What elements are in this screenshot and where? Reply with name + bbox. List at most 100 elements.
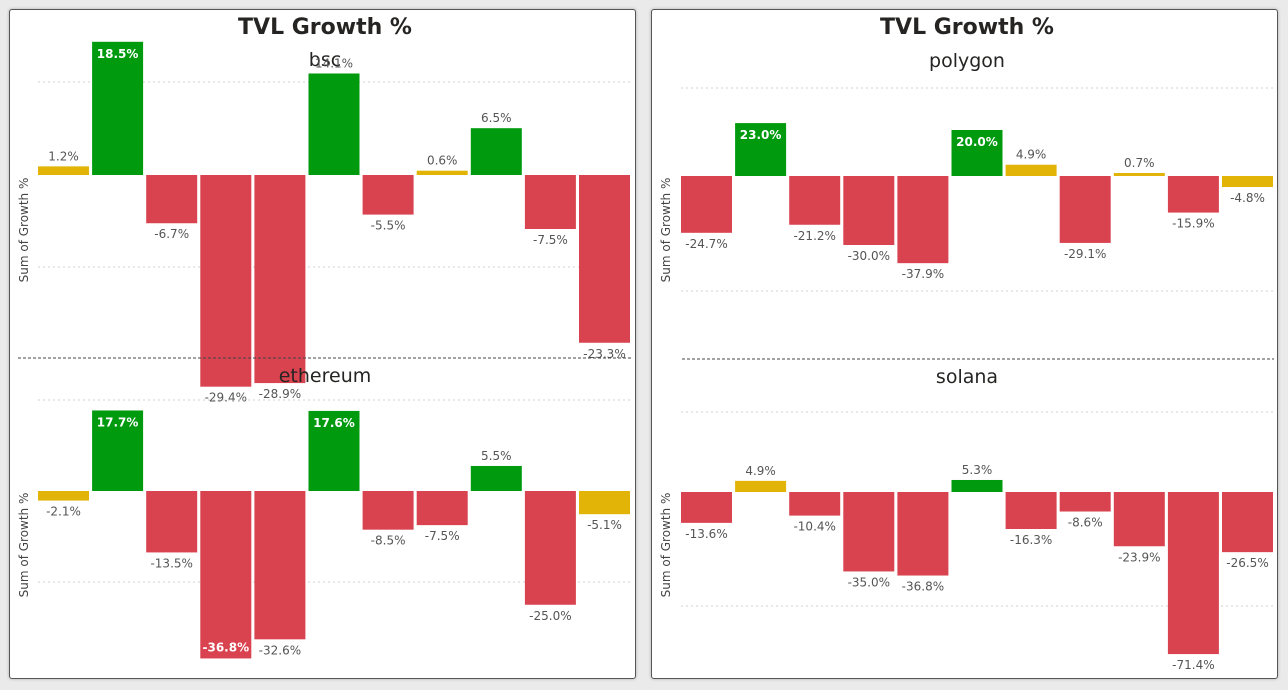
data-label: -15.9%: [1172, 217, 1214, 231]
data-label: -24.7%: [685, 237, 727, 251]
bar[interactable]: [897, 176, 949, 264]
bar[interactable]: [681, 176, 732, 233]
bar[interactable]: [1005, 164, 1057, 176]
bar[interactable]: [470, 128, 522, 175]
chart-panel-left: TVL Growth % bsc Sum of Growth % 1.2% 18.5%…: [9, 9, 636, 679]
data-label: 17.7%: [97, 415, 139, 429]
bar[interactable]: [254, 175, 306, 384]
bar[interactable]: [579, 491, 630, 515]
bar[interactable]: [38, 166, 89, 175]
data-label: -6.7%: [154, 227, 189, 241]
bar[interactable]: [92, 410, 144, 491]
bar[interactable]: [681, 492, 732, 523]
bar[interactable]: [579, 175, 630, 343]
data-label: 1.2%: [48, 149, 79, 163]
y-axis-label: Sum of Growth %: [17, 178, 31, 283]
data-label: -5.1%: [587, 518, 622, 532]
bar[interactable]: [92, 41, 144, 175]
y-axis-label: Sum of Growth %: [659, 178, 673, 283]
chart-title: TVL Growth %: [238, 15, 412, 40]
bar[interactable]: [1005, 492, 1057, 530]
bar[interactable]: [200, 175, 252, 387]
bar[interactable]: [1113, 173, 1165, 176]
data-label: -29.4%: [205, 391, 247, 405]
data-label: -13.6%: [685, 527, 727, 541]
data-label: 23.0%: [740, 128, 782, 142]
bar[interactable]: [1167, 176, 1219, 213]
data-label: -25.0%: [529, 609, 571, 623]
data-label: -5.5%: [371, 219, 406, 233]
data-label: 4.9%: [745, 464, 776, 478]
data-label: 6.5%: [481, 111, 512, 125]
bar[interactable]: [951, 130, 1003, 176]
bar[interactable]: [146, 175, 198, 224]
bar[interactable]: [897, 492, 949, 576]
bar[interactable]: [789, 176, 841, 225]
data-label: 20.0%: [956, 135, 998, 149]
bar[interactable]: [951, 479, 1003, 492]
data-label: 17.6%: [313, 416, 355, 430]
data-label: -23.3%: [583, 347, 625, 361]
data-label: -13.5%: [150, 556, 192, 570]
bar[interactable]: [200, 491, 252, 659]
bar[interactable]: [362, 491, 414, 530]
data-label: -37.9%: [902, 267, 944, 281]
bar[interactable]: [416, 170, 468, 175]
bar[interactable]: [1113, 492, 1165, 547]
data-label: -32.6%: [259, 643, 301, 657]
chart-bsc: bsc Sum of Growth % 1.2% 18.5% -6.7% -29.4% -2…: [17, 41, 634, 405]
chart-title: TVL Growth %: [880, 15, 1054, 40]
bar[interactable]: [254, 491, 306, 640]
chart-subtitle: ethereum: [279, 365, 372, 387]
chart-solana: solana Sum of Growth % -13.6% 4.9% -10.4% -35…: [659, 366, 1277, 672]
bar[interactable]: [843, 176, 895, 245]
data-label: -21.2%: [793, 229, 835, 243]
data-label: -8.5%: [371, 534, 406, 548]
data-label: -26.5%: [1226, 556, 1268, 570]
chart-subtitle: bsc: [309, 49, 341, 71]
bar[interactable]: [843, 492, 895, 572]
chart-ethereum: ethereum Sum of Growth % -2.1% 17.7% -13.5% -…: [17, 365, 634, 659]
bar[interactable]: [362, 175, 414, 215]
data-label: -7.5%: [425, 529, 460, 543]
bar[interactable]: [1059, 492, 1111, 512]
data-label: -29.1%: [1064, 247, 1106, 261]
bar[interactable]: [470, 465, 522, 491]
data-label: -35.0%: [848, 575, 890, 589]
data-label: -28.9%: [259, 387, 301, 401]
data-label: -10.4%: [793, 520, 835, 534]
bar[interactable]: [1059, 176, 1111, 243]
data-label: -7.5%: [533, 233, 568, 247]
data-label: -2.1%: [46, 505, 81, 519]
data-label: -8.6%: [1068, 516, 1103, 530]
data-label: -71.4%: [1172, 658, 1214, 672]
data-label: -16.3%: [1010, 533, 1052, 547]
bar[interactable]: [1167, 492, 1219, 655]
bar[interactable]: [38, 491, 89, 501]
data-label: -4.8%: [1230, 191, 1265, 205]
y-axis-label: Sum of Growth %: [659, 493, 673, 598]
bar[interactable]: [308, 73, 360, 175]
data-label: -23.9%: [1118, 550, 1160, 564]
bar[interactable]: [1222, 176, 1273, 188]
bar[interactable]: [308, 410, 360, 491]
bar[interactable]: [146, 491, 198, 553]
chart-subtitle: solana: [936, 366, 998, 388]
bar[interactable]: [416, 491, 468, 526]
bar[interactable]: [1222, 492, 1273, 553]
bar[interactable]: [524, 175, 576, 229]
bar[interactable]: [789, 492, 841, 516]
data-label: 5.5%: [481, 449, 512, 463]
bar[interactable]: [735, 480, 787, 492]
data-label: -36.8%: [902, 580, 944, 594]
data-label: 14.1%: [315, 56, 353, 70]
data-label: 18.5%: [97, 47, 139, 61]
data-label: -30.0%: [848, 249, 890, 263]
data-label: 0.6%: [427, 154, 458, 168]
bar[interactable]: [524, 491, 576, 605]
data-label: 5.3%: [962, 463, 993, 477]
bar[interactable]: [735, 123, 787, 176]
chart-svg-left: TVL Growth % bsc Sum of Growth % 1.2% 18.5%…: [17, 15, 634, 659]
chart-subtitle: polygon: [929, 50, 1005, 72]
